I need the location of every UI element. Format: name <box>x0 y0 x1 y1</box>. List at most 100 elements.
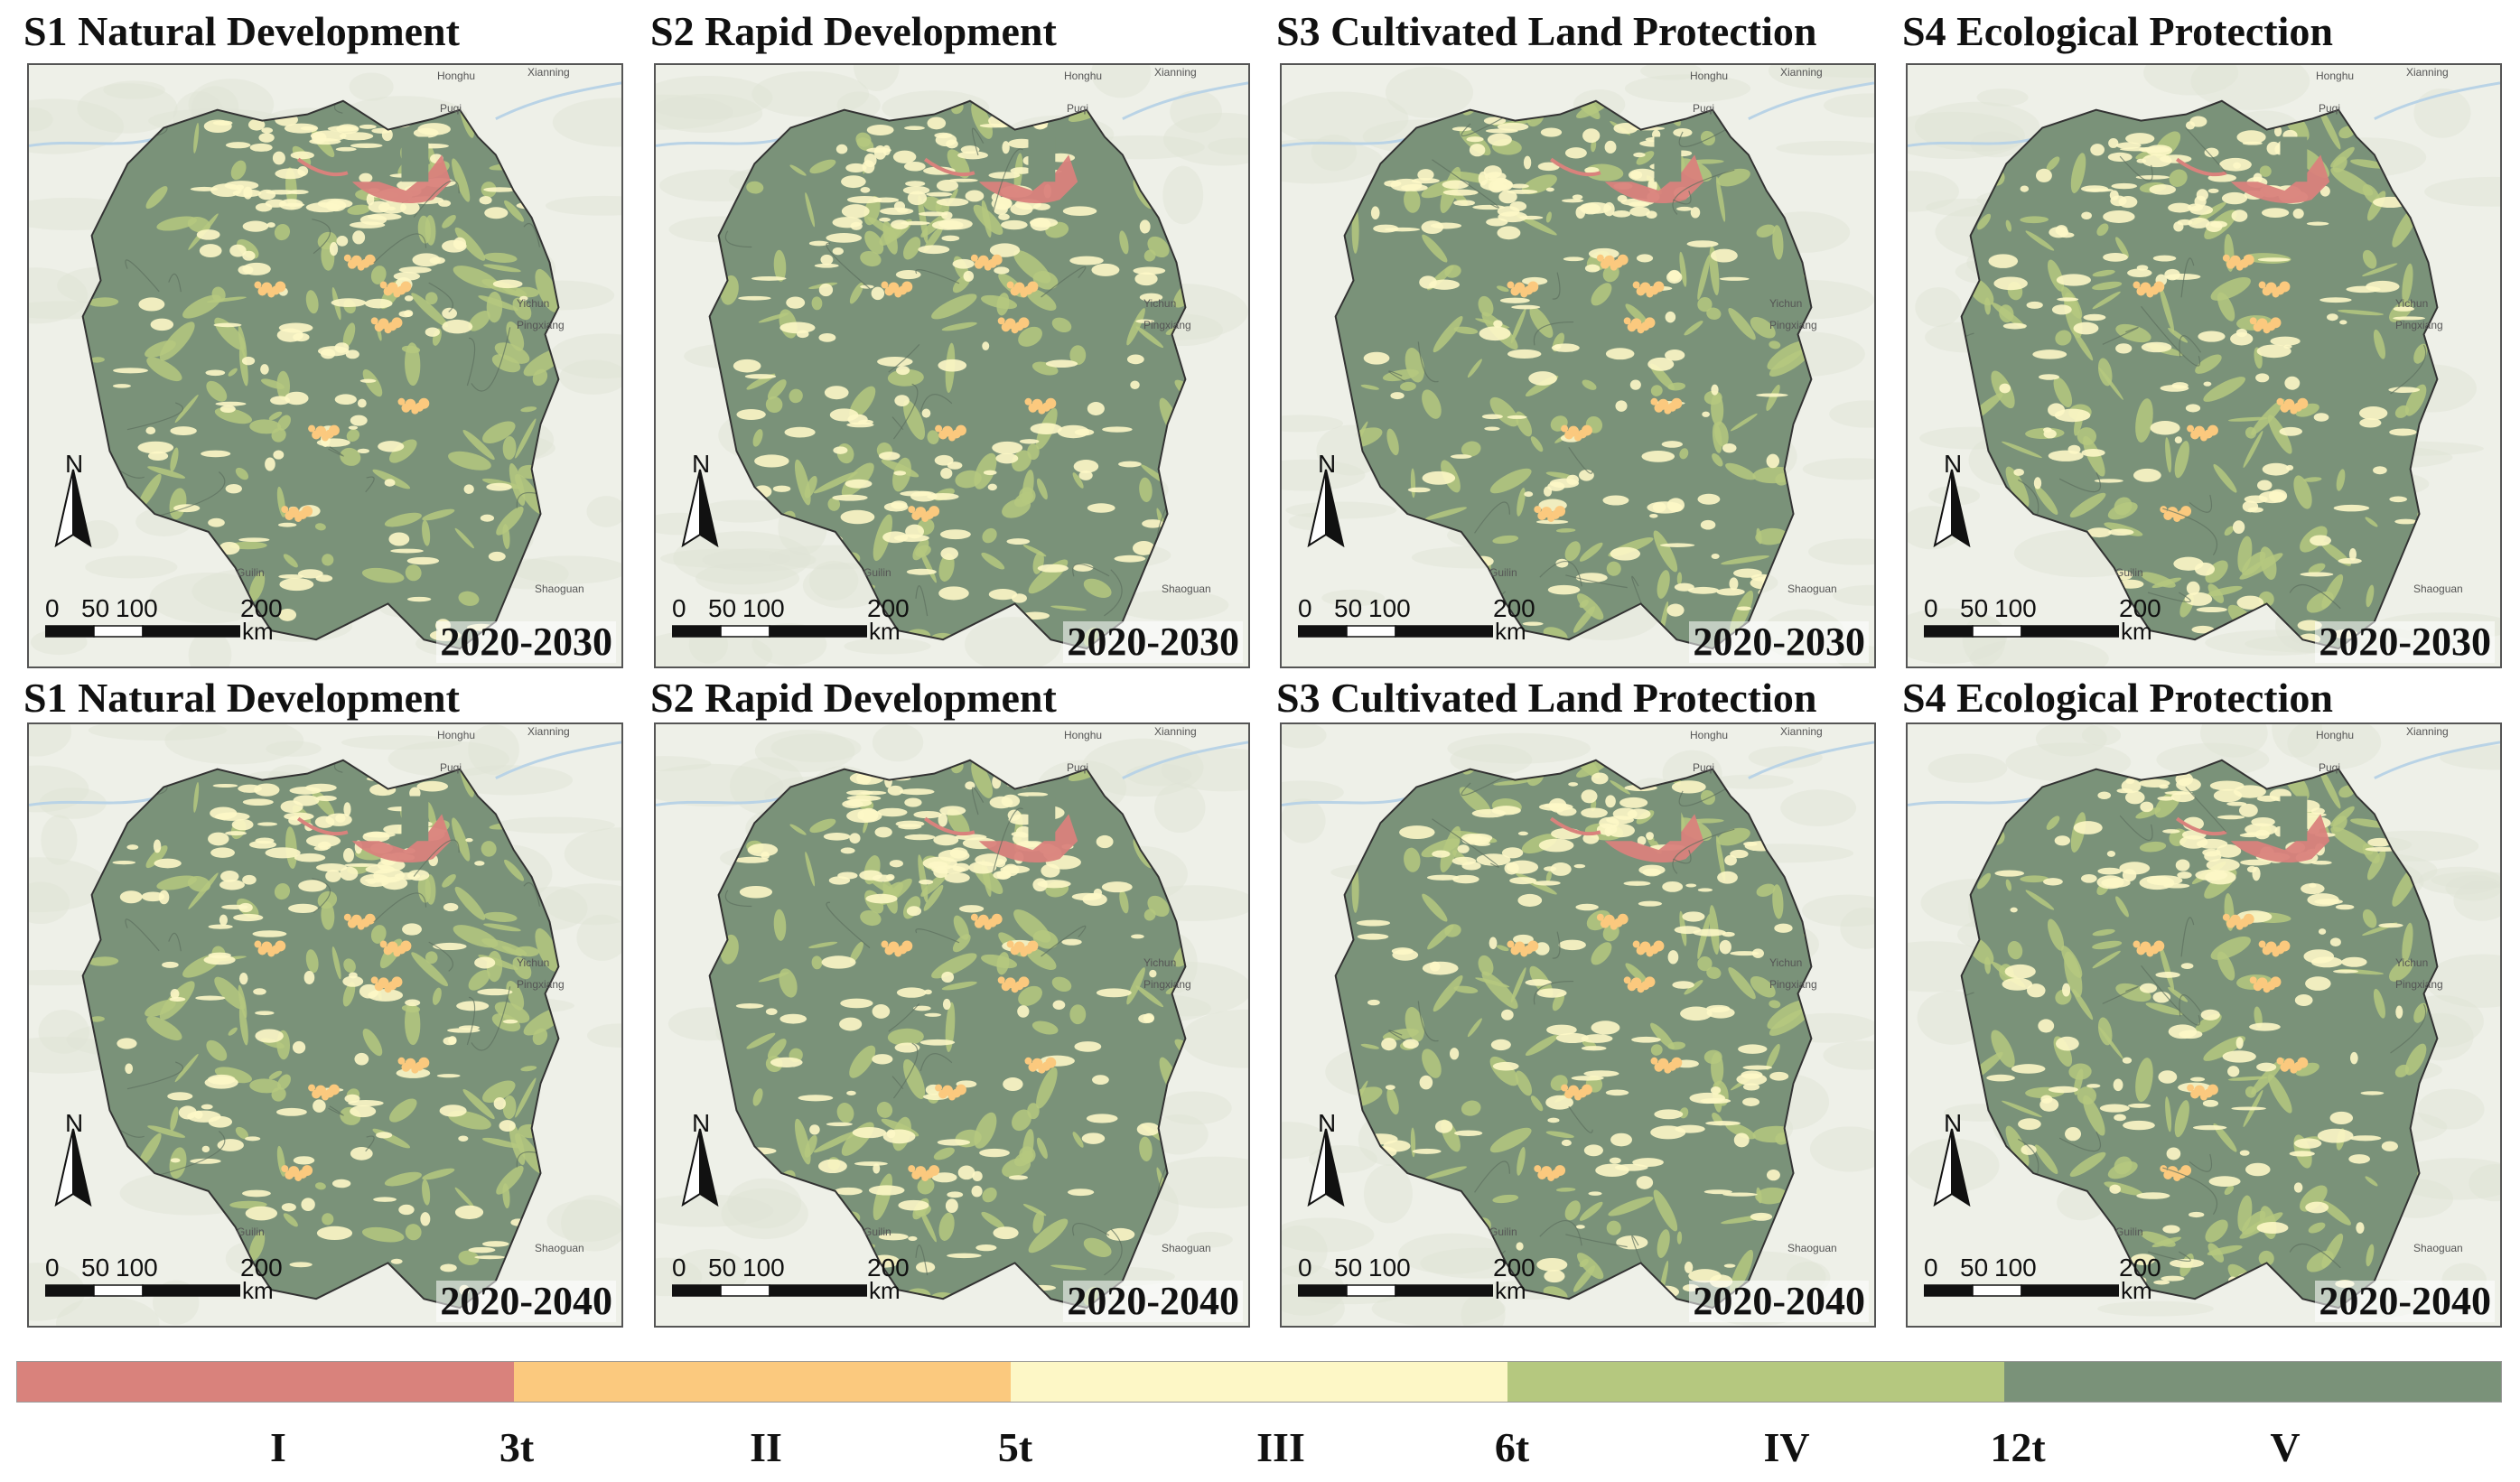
class-IV-patch <box>1461 441 1481 457</box>
class-III-patch <box>1628 201 1649 208</box>
class-III-patch <box>1037 564 1069 573</box>
city-label: Pingxiang <box>1143 978 1191 991</box>
province-raster <box>709 760 1186 1309</box>
class-IV-patch <box>504 859 525 881</box>
class-IV-patch <box>1750 316 1776 339</box>
class-III-patch <box>492 279 523 289</box>
city-label: Pingxiang <box>2395 319 2443 331</box>
county-boundary <box>2185 786 2226 833</box>
map-panel: Honghu Xianning Puqi Yichun Pingxiang Guilin S… <box>1280 63 1876 668</box>
north-arrow-right <box>1325 1128 1345 1207</box>
class-III-patch <box>187 1110 221 1123</box>
class-III-patch <box>416 780 449 792</box>
class-III-patch <box>261 127 274 134</box>
terrain-shade <box>544 883 621 926</box>
class-II-patch <box>308 424 316 433</box>
scale-tick-label: 0 <box>1924 1254 1938 1282</box>
class-IV-patch <box>1433 316 1463 353</box>
class-IV-patch <box>1684 980 1703 995</box>
class-III-patch <box>1367 999 1380 1006</box>
class-IV-patch <box>2025 230 2055 251</box>
scale-bar-segment <box>45 1284 95 1297</box>
class-IV-patch <box>1555 528 1576 533</box>
class-IV-patch <box>405 1224 422 1241</box>
class-III-patch <box>2256 1222 2289 1235</box>
north-arrow-left <box>54 469 74 548</box>
class-III-patch <box>2018 1118 2041 1131</box>
class-IV-patch <box>1767 340 1806 370</box>
class-IV-patch <box>2053 377 2073 408</box>
class-III-patch <box>2216 844 2242 858</box>
class-III-patch <box>894 1042 920 1053</box>
class-III-patch <box>1609 1157 1621 1164</box>
class-II-patch <box>1644 976 1656 988</box>
class-III-patch <box>735 1003 764 1009</box>
city-label: Guilin <box>237 1226 265 1238</box>
class-IV-patch <box>2373 329 2385 359</box>
class-III-patch <box>294 853 326 862</box>
class-III-patch <box>2236 130 2266 144</box>
class-IV-patch <box>1126 967 1145 1005</box>
class-I-river <box>923 816 975 836</box>
class-III-patch <box>367 880 376 884</box>
class-III-patch <box>2230 331 2254 346</box>
province-raster <box>1335 760 1812 1309</box>
class-III-patch <box>894 395 910 406</box>
class-III-patch <box>940 547 959 561</box>
terrain-shade <box>1450 744 1533 776</box>
class-III-patch <box>112 860 136 865</box>
class-III-patch <box>1676 206 1693 211</box>
class-IV-patch <box>481 1137 521 1149</box>
class-III-patch <box>255 837 275 844</box>
class-III-patch <box>284 812 314 821</box>
class-III-patch <box>2306 221 2329 226</box>
terrain-shade <box>1145 1156 1248 1209</box>
class-IV-patch <box>873 1173 893 1221</box>
class-III-patch <box>1742 1065 1773 1070</box>
county-boundary <box>1041 925 1087 957</box>
class-III-patch <box>474 861 485 866</box>
class-II-patch <box>1024 397 1032 405</box>
terrain-shade <box>1154 782 1206 834</box>
class-II-patch <box>2279 281 2291 293</box>
class-IV-patch <box>2330 826 2374 855</box>
class-III-patch <box>1126 354 1144 365</box>
class-III-patch <box>1736 1073 1768 1086</box>
class-III-patch <box>499 1120 516 1132</box>
class-III-patch <box>2185 404 2201 413</box>
class-III-patch <box>1682 911 1705 922</box>
class-III-patch <box>1533 881 1561 886</box>
class-II-patch <box>2140 282 2151 294</box>
scale-tick-label: 50 <box>1960 1254 1989 1282</box>
class-IV-patch <box>1405 348 1424 383</box>
city-label: Xianning <box>1154 725 1197 738</box>
class-II-patch <box>1006 281 1014 289</box>
class-III-patch <box>1543 486 1553 497</box>
class-III-patch <box>992 441 1023 454</box>
class-III-patch <box>1544 1269 1565 1283</box>
class-III-patch <box>1096 988 1132 998</box>
county-boundary <box>2289 1243 2341 1269</box>
class-III-patch <box>939 806 966 816</box>
class-IV-patch <box>1036 1067 1058 1109</box>
class-III-patch <box>845 479 873 489</box>
terrain-shade <box>1385 66 1473 118</box>
class-III-patch <box>878 1233 909 1241</box>
class-III-patch <box>936 198 969 207</box>
class-III-patch <box>288 903 319 913</box>
class-IV-patch <box>1422 234 1448 263</box>
class-III-patch <box>242 798 274 806</box>
class-III-patch <box>818 283 834 297</box>
class-IV-patch <box>982 1187 997 1203</box>
class-III-patch <box>2081 449 2105 457</box>
class-III-patch <box>846 808 882 824</box>
scale-unit: km <box>1495 1277 1526 1304</box>
class-III-patch <box>454 1205 484 1219</box>
class-III-patch <box>927 117 947 130</box>
class-III-patch <box>125 1063 134 1075</box>
class-III-patch <box>162 961 179 968</box>
city-label: Xianning <box>527 66 570 79</box>
class-III-patch <box>1450 454 1472 459</box>
class-III-patch <box>1473 842 1491 846</box>
class-III-patch <box>940 467 953 480</box>
